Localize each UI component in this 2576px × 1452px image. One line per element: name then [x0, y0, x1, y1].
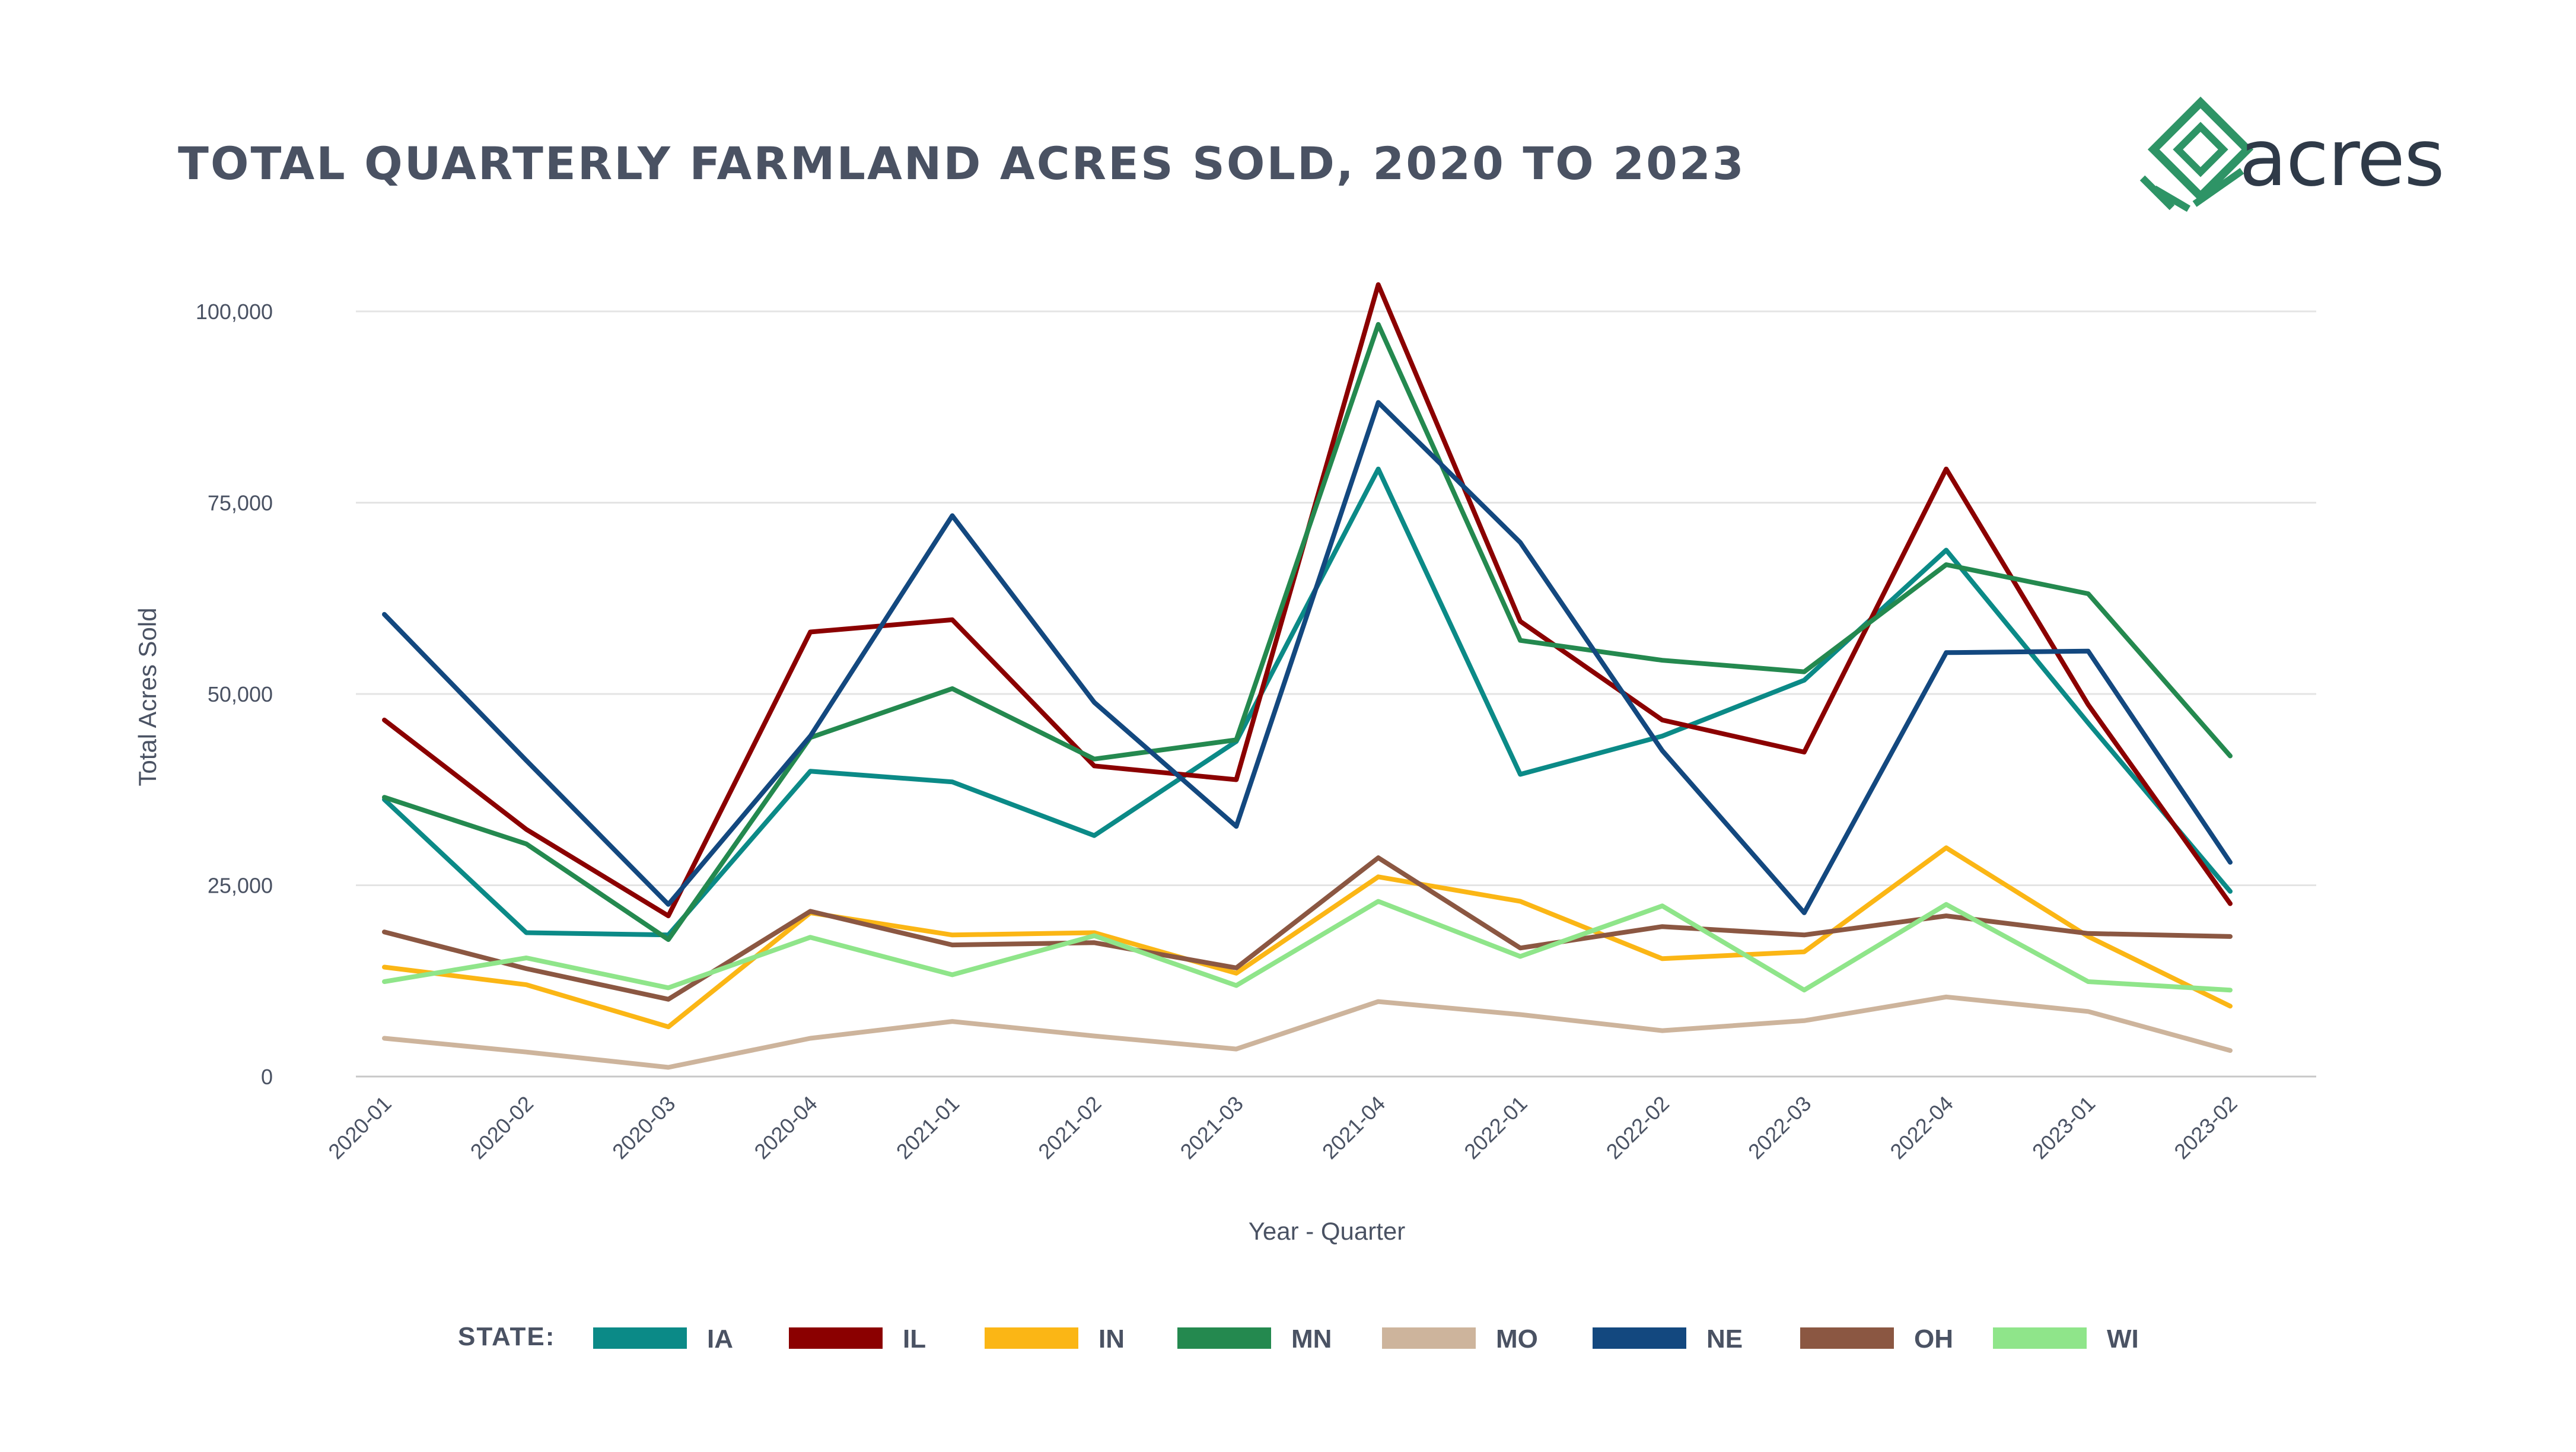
legend-label-il: IL [903, 1324, 926, 1354]
series-line-wi [382, 899, 2233, 993]
x-tick-label: 2020-04 [749, 1091, 821, 1164]
legend-label-ia: IA [707, 1324, 733, 1354]
legend-title: STATE: [458, 1322, 555, 1351]
legend-swatch-il [789, 1327, 883, 1349]
legend-swatch-ia [593, 1327, 687, 1349]
series-line-oh [382, 855, 2233, 1002]
x-tick-label: 2021-01 [891, 1091, 964, 1164]
legend-label-oh: OH [1914, 1324, 1953, 1354]
x-tick-label: 2020-03 [607, 1091, 680, 1164]
x-tick-label: 2020-02 [466, 1091, 538, 1164]
acres-logo-text: acres [2239, 113, 2444, 204]
legend-label-mo: MO [1496, 1324, 1538, 1354]
series-lines [382, 282, 2233, 1070]
x-tick-label: 2022-03 [1743, 1091, 1816, 1164]
logo-mark-outer [2147, 96, 2254, 203]
legend-label-mn: MN [1291, 1324, 1332, 1354]
legend-label-ne: NE [1706, 1324, 1743, 1354]
acres-logo-icon [2139, 96, 2254, 212]
series-line-in [382, 845, 2233, 1030]
x-tick-label: 2023-02 [2169, 1091, 2241, 1164]
x-tick-label: 2020-01 [323, 1091, 396, 1164]
x-tick-label: 2022-04 [1885, 1091, 1957, 1164]
series-line-mo [382, 994, 2233, 1070]
series-line-mn [382, 321, 2233, 942]
legend-label-wi: WI [2107, 1324, 2139, 1354]
x-tick-label: 2022-01 [1459, 1091, 1531, 1164]
y-tick-label: 0 [261, 1065, 273, 1089]
legend: STATE: IA IL IN MN MO NE OH WI [458, 1322, 2139, 1354]
y-axis-title: Total Acres Sold [133, 607, 161, 786]
legend-swatch-wi [1993, 1327, 2087, 1349]
y-tick-label: 50,000 [208, 682, 273, 706]
x-tick-label: 2023-01 [2027, 1091, 2100, 1164]
legend-swatch-oh [1800, 1327, 1894, 1349]
y-tick-label: 75,000 [208, 491, 273, 515]
legend-swatch-ne [1593, 1327, 1686, 1349]
acres-logo: acres [2139, 96, 2445, 212]
y-axis-ticks: 0 25,000 50,000 75,000 100,000 [196, 300, 273, 1089]
legend-swatch-mn [1177, 1327, 1271, 1349]
legend-swatch-in [985, 1327, 1078, 1349]
legend-label-in: IN [1098, 1324, 1125, 1354]
y-tick-label: 100,000 [196, 300, 273, 324]
x-axis-ticks: 2020-01 2020-02 2020-03 2020-04 2021-01 2021-… [323, 1091, 2241, 1164]
series-line-ne [382, 400, 2233, 915]
x-tick-label: 2021-04 [1317, 1091, 1390, 1164]
chart-title: TOTAL QUARTERLY FARMLAND ACRES SOLD, 202… [178, 137, 1746, 190]
logo-mark-inner [2173, 122, 2228, 177]
logo-mark-stripe-3 [2192, 168, 2244, 207]
y-tick-label: 25,000 [208, 874, 273, 898]
logo-mark-stripe-2 [2152, 185, 2191, 212]
x-tick-label: 2021-02 [1033, 1091, 1106, 1164]
x-axis-title: Year - Quarter [1249, 1217, 1406, 1245]
x-tick-label: 2021-03 [1176, 1091, 1248, 1164]
x-tick-label: 2022-02 [1601, 1091, 1674, 1164]
legend-swatch-mo [1382, 1327, 1476, 1349]
